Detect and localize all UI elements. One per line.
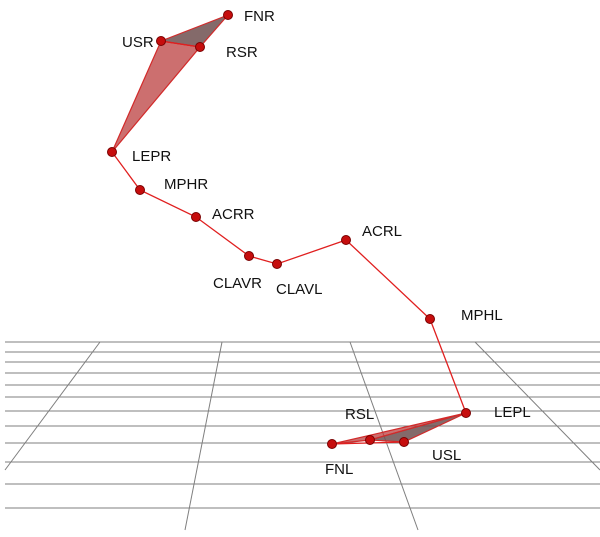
label-fnr: FNR [244, 8, 275, 25]
joints [107, 10, 471, 449]
joint-rsl [365, 435, 375, 445]
joint-fnr [223, 10, 233, 20]
joint-mphr [135, 185, 145, 195]
label-rsl: RSL [345, 406, 374, 423]
right-hand-triangle [111, 40, 202, 153]
label-clavr: CLAVR [213, 275, 262, 292]
label-mphl: MPHL [461, 307, 503, 324]
grid-v-line [184, 341, 223, 531]
joint-labels: FNR USR RSR LEPR MPHR ACRR CLAVR CLAVL A… [122, 8, 531, 478]
joint-mphl [425, 314, 435, 324]
joint-usl [399, 437, 409, 447]
label-usr: USR [122, 34, 154, 51]
bone-chain [111, 151, 467, 414]
grid-v-line [474, 341, 600, 471]
bone-usr-rsr [160, 40, 201, 48]
label-lepr: LEPR [132, 148, 171, 165]
joint-clavr [244, 251, 254, 261]
joint-lepr [107, 147, 117, 157]
joint-clavl [272, 259, 282, 269]
joint-rsr [195, 42, 205, 52]
label-acrl: ACRL [362, 223, 402, 240]
label-rsr: RSR [226, 44, 258, 61]
label-lepl: LEPL [494, 404, 531, 421]
joint-usr [156, 36, 166, 46]
label-fnl: FNL [325, 461, 353, 478]
ground-grid [4, 341, 600, 531]
label-acrr: ACRR [212, 206, 255, 223]
label-clavl: CLAVL [276, 281, 322, 298]
grid-v-line [4, 341, 101, 471]
left-hand-inner-triangle [369, 412, 467, 443]
left-hand [331, 412, 467, 445]
joint-fnl [327, 439, 337, 449]
joint-acrl [341, 235, 351, 245]
label-usl: USL [432, 447, 461, 464]
joint-acrr [191, 212, 201, 222]
label-mphr: MPHR [164, 176, 208, 193]
joint-lepl [461, 408, 471, 418]
right-hand [111, 14, 229, 153]
